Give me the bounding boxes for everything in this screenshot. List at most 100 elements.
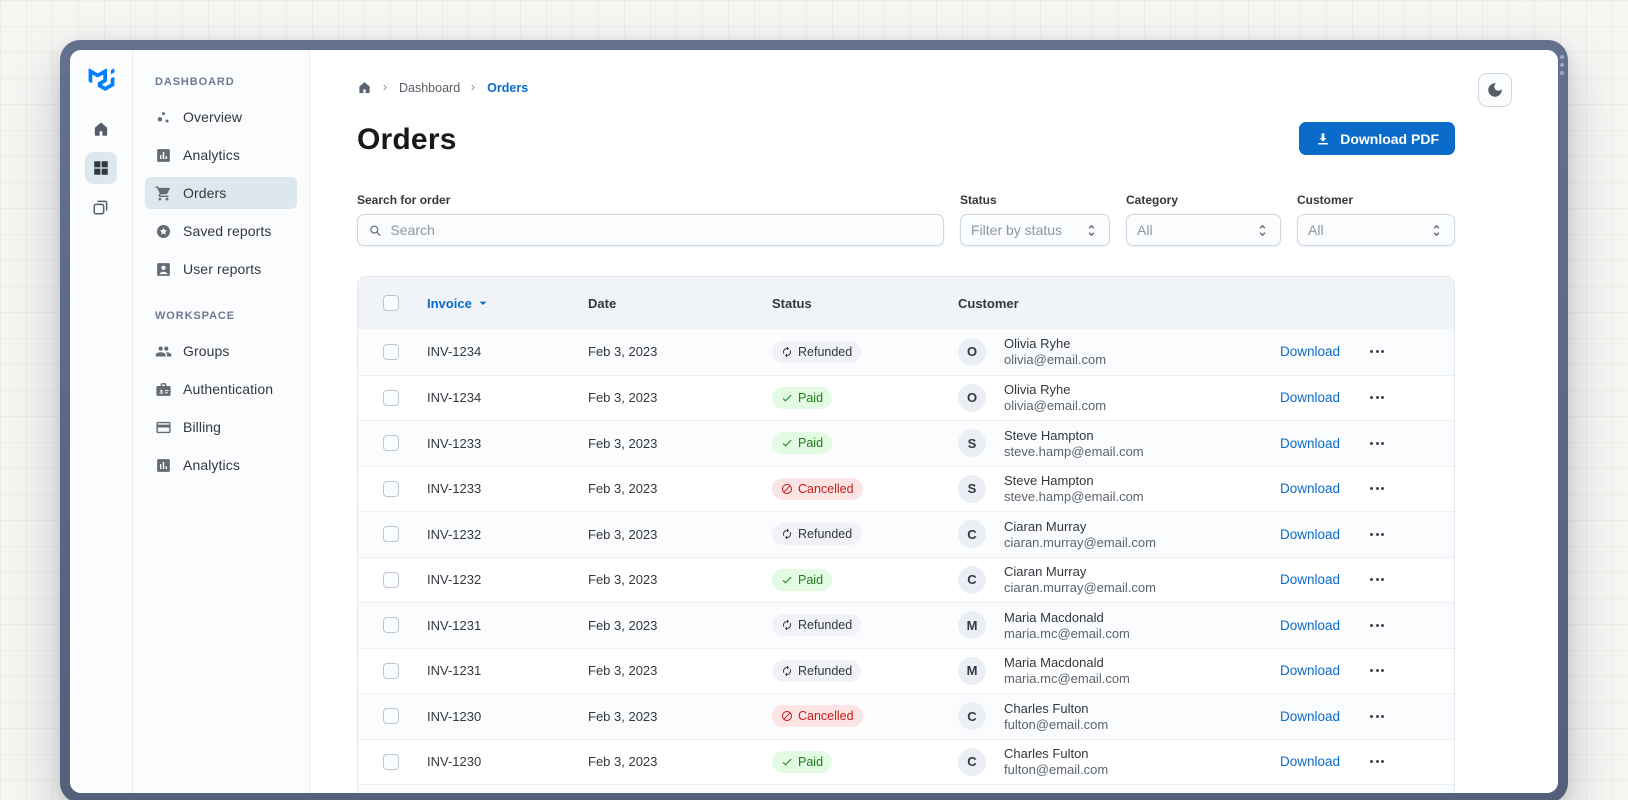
row-checkbox[interactable]	[383, 480, 399, 497]
customer-name: Maria Macdonald	[1004, 655, 1104, 671]
nav-sections: DASHBOARD Overview Analytics Orders Save…	[145, 76, 297, 481]
nav-item-label: User reports	[183, 261, 262, 277]
status-badge: Refunded	[772, 340, 862, 363]
avatar: C	[958, 520, 986, 549]
filter-customer-select[interactable]: All	[1297, 214, 1455, 246]
rail-item-dashboard[interactable]	[85, 152, 117, 184]
row-checkbox[interactable]	[383, 662, 399, 679]
customer-email: olivia@email.com	[1004, 352, 1107, 368]
select-all-checkbox[interactable]	[383, 295, 399, 311]
sidebar-item-orders[interactable]: Orders	[145, 177, 297, 209]
search-icon	[370, 225, 381, 236]
creditcard-icon	[155, 419, 172, 436]
row-menu-button[interactable]	[1366, 438, 1388, 449]
sidebar-item-saved-reports[interactable]: Saved reports	[145, 215, 297, 247]
table-header-row: Invoice Date Status Customer	[358, 277, 1454, 329]
download-link[interactable]: Download	[1280, 754, 1341, 770]
download-link[interactable]: Download	[1280, 663, 1341, 679]
row-menu-button[interactable]	[1366, 756, 1388, 767]
row-checkbox[interactable]	[383, 389, 399, 406]
cell-status: Paid	[772, 432, 958, 455]
download-link[interactable]: Download	[1280, 617, 1341, 633]
row-menu-button[interactable]	[1366, 392, 1388, 403]
avatar: O	[958, 383, 986, 412]
sidebar-item-authentication[interactable]: Authentication	[145, 373, 297, 405]
row-checkbox[interactable]	[383, 571, 399, 588]
cell-customer: S Steve Hampton steve.hamp@email.com	[958, 473, 1280, 504]
cell-action: Download	[1280, 572, 1454, 587]
cell-action: Download	[1280, 618, 1454, 633]
cell-customer: J Jay Hoper hoper@email.com	[958, 792, 1280, 793]
row-menu-button[interactable]	[1366, 574, 1388, 585]
row-checkbox[interactable]	[383, 708, 399, 725]
download-link[interactable]: Download	[1280, 390, 1341, 406]
search-input[interactable]	[390, 222, 933, 238]
personcard-icon	[155, 261, 172, 278]
sidebar-item-analytics[interactable]: Analytics	[145, 449, 297, 481]
cell-action: Download	[1280, 344, 1454, 359]
cell-status: Paid	[772, 568, 958, 591]
table-row: INV-1232 Feb 3, 2023 Paid C Ciaran Murra…	[358, 556, 1454, 602]
download-pdf-button[interactable]: Download PDF	[1299, 122, 1455, 155]
sidebar-item-billing[interactable]: Billing	[145, 411, 297, 443]
column-header-invoice[interactable]: Invoice	[427, 295, 588, 311]
download-link[interactable]: Download	[1280, 708, 1341, 724]
unfold-more-icon	[1084, 223, 1099, 238]
rail-item-layers[interactable]	[85, 191, 117, 223]
row-checkbox[interactable]	[383, 617, 399, 634]
avatar: M	[958, 656, 986, 685]
breadcrumb-item-dashboard[interactable]: Dashboard	[399, 80, 461, 95]
row-menu-button[interactable]	[1366, 346, 1388, 357]
download-link[interactable]: Download	[1280, 435, 1341, 451]
download-link[interactable]: Download	[1280, 344, 1341, 360]
select-label: Customer	[1297, 193, 1354, 207]
sidebar-item-overview[interactable]: Overview	[145, 101, 297, 133]
nav-item-label: Groups	[183, 343, 230, 359]
cell-status: Refunded	[772, 659, 958, 682]
filters-row: Search for order Status Filter by status…	[357, 193, 1455, 246]
download-link[interactable]: Download	[1280, 526, 1341, 542]
sidebar-item-user-reports[interactable]: User reports	[145, 253, 297, 285]
unfold-more-icon	[1429, 223, 1444, 238]
cell-date: Feb 3, 2023	[588, 572, 658, 588]
table-row: INV-1233 Feb 3, 2023 Cancelled S Steve H…	[358, 465, 1454, 511]
filter-status-select[interactable]: Filter by status	[960, 214, 1110, 246]
row-menu-button[interactable]	[1366, 665, 1388, 676]
row-checkbox[interactable]	[383, 526, 399, 543]
home-icon[interactable]	[357, 80, 372, 95]
invoice-header-label: Invoice	[427, 295, 472, 311]
filter-category-select[interactable]: All	[1126, 214, 1281, 246]
status-badge: Paid	[772, 568, 833, 591]
download-link[interactable]: Download	[1280, 572, 1341, 588]
window-scrollbar-dots	[1560, 55, 1565, 75]
customer-email: ciaran.murray@email.com	[1004, 580, 1156, 596]
download-link[interactable]: Download	[1280, 481, 1341, 497]
select-value: All	[1137, 222, 1153, 238]
row-menu-button[interactable]	[1366, 529, 1388, 540]
sidebar-item-groups[interactable]: Groups	[145, 335, 297, 367]
row-checkbox[interactable]	[383, 343, 399, 360]
row-checkbox[interactable]	[383, 753, 399, 770]
cell-action: Download	[1280, 481, 1454, 496]
home-icon	[92, 120, 110, 138]
row-menu-button[interactable]	[1366, 620, 1388, 631]
autorenew-icon	[781, 528, 793, 540]
avatar: C	[958, 747, 986, 776]
stars-icon	[155, 223, 172, 240]
cell-action: Download	[1280, 709, 1454, 724]
theme-toggle-button[interactable]	[1478, 73, 1512, 107]
customer-name: Ciaran Murray	[1004, 564, 1087, 580]
customer-name: Steve Hampton	[1004, 473, 1094, 489]
icon-rail	[70, 50, 133, 793]
row-checkbox[interactable]	[383, 435, 399, 452]
column-header-status: Status	[772, 295, 812, 311]
filter-customer: Customer All	[1297, 193, 1455, 246]
rail-item-home[interactable]	[85, 113, 117, 145]
row-menu-button[interactable]	[1366, 711, 1388, 722]
status-badge: Paid	[772, 432, 833, 455]
sidebar-item-analytics[interactable]: Analytics	[145, 139, 297, 171]
row-menu-button[interactable]	[1366, 483, 1388, 494]
rail-items	[85, 113, 117, 230]
app-window: DASHBOARD Overview Analytics Orders Save…	[60, 40, 1568, 800]
search-input-wrap[interactable]	[357, 214, 944, 246]
